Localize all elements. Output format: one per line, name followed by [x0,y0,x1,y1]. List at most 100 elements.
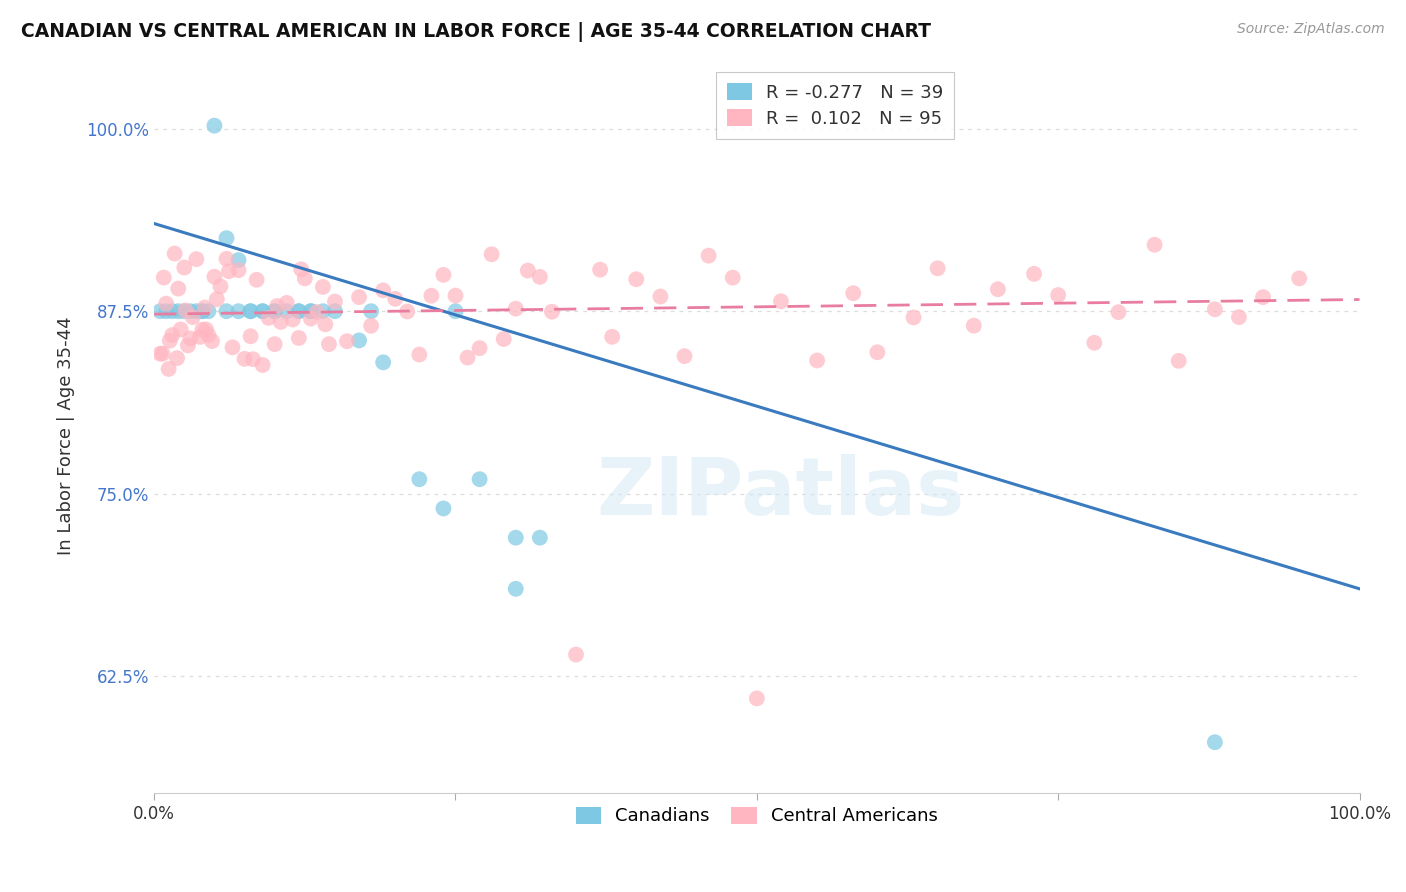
Point [288,304,311,318]
Point [191,323,214,337]
Point [1167,354,1189,368]
Point [160,304,183,318]
Point [252,304,274,318]
Point [191,304,214,318]
Point [194,301,217,315]
Point [218,264,240,278]
Point [305,305,328,319]
Point [806,353,828,368]
Point [149,304,172,318]
Point [314,318,336,332]
Point [529,531,551,545]
Point [505,531,527,545]
Point [866,345,889,359]
Legend: Canadians, Central Americans: Canadians, Central Americans [567,797,948,834]
Point [589,262,612,277]
Point [173,260,195,275]
Point [215,252,238,266]
Point [167,282,190,296]
Point [221,340,243,354]
Point [228,253,250,268]
Point [650,289,672,303]
Point [163,246,186,260]
Point [205,292,228,306]
Point [270,315,292,329]
Point [373,284,395,298]
Point [1251,290,1274,304]
Point [228,263,250,277]
Point [360,304,382,318]
Point [263,337,285,351]
Point [505,301,527,316]
Point [457,351,479,365]
Point [181,310,204,325]
Point [697,249,720,263]
Point [242,352,264,367]
Point [673,349,696,363]
Point [373,355,395,369]
Point [159,334,181,348]
Point [173,304,195,318]
Point [347,334,370,348]
Point [197,328,219,343]
Point [167,304,190,318]
Point [626,272,648,286]
Point [233,351,256,366]
Point [408,472,430,486]
Point [215,304,238,318]
Point [963,318,986,333]
Point [177,338,200,352]
Point [188,330,211,344]
Point [166,351,188,366]
Point [252,304,274,318]
Point [444,288,467,302]
Point [565,648,588,662]
Point [987,282,1010,296]
Point [299,304,322,318]
Point [276,296,298,310]
Point [1227,310,1250,325]
Point [481,247,503,261]
Point [155,296,177,310]
Point [201,334,224,348]
Point [239,304,262,318]
Point [169,322,191,336]
Point [1047,288,1070,302]
Point [492,332,515,346]
Point [257,310,280,325]
Point [468,472,491,486]
Point [842,286,865,301]
Text: ZIPatlas: ZIPatlas [596,454,965,532]
Point [204,269,226,284]
Point [179,304,201,318]
Point [195,322,218,336]
Y-axis label: In Labor Force | Age 35-44: In Labor Force | Age 35-44 [58,316,75,555]
Point [312,304,335,318]
Point [290,262,312,277]
Point [516,263,538,277]
Point [149,347,172,361]
Point [769,294,792,309]
Point [263,304,285,318]
Point [468,341,491,355]
Point [1083,335,1105,350]
Point [384,292,406,306]
Point [1204,302,1226,317]
Point [1204,735,1226,749]
Point [288,331,311,345]
Point [312,280,335,294]
Point [745,691,768,706]
Point [288,304,311,318]
Point [299,304,322,318]
Point [318,337,340,351]
Point [396,304,419,318]
Point [152,270,174,285]
Point [174,303,197,318]
Point [276,304,298,318]
Point [505,582,527,596]
Point [541,304,564,318]
Point [1022,267,1045,281]
Point [927,261,949,276]
Point [420,288,443,302]
Point [336,334,359,349]
